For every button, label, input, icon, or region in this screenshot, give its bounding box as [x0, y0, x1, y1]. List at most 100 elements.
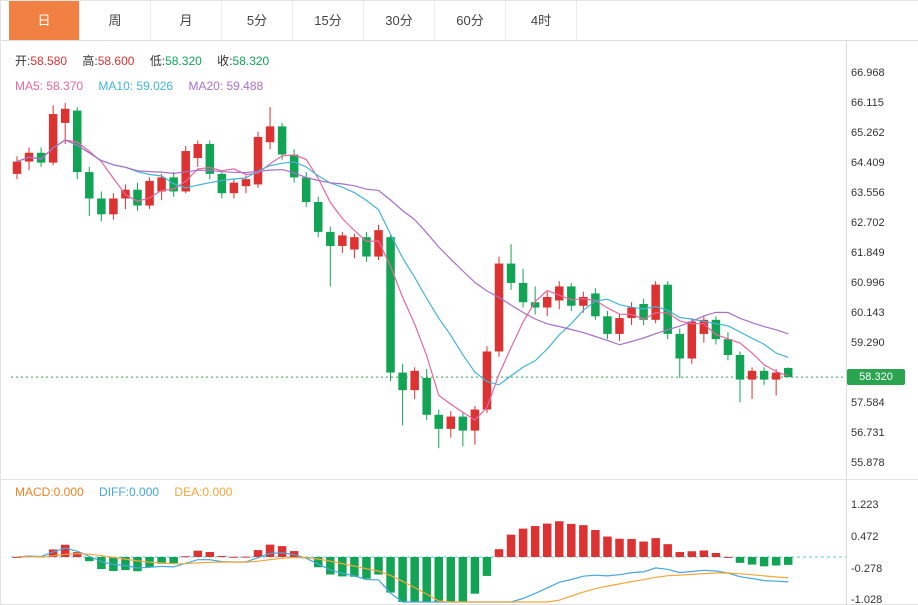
price-axis-label: 59.290	[851, 337, 885, 350]
tab-月[interactable]: 月	[151, 1, 222, 40]
macd-legend: MACD:0.000 DIFF:0.000 DEA:0.000	[15, 485, 244, 499]
price-axis: 66.968 66.115 65.262 64.409 63.556 62.702 61.8…	[847, 1, 918, 604]
tab-周[interactable]: 周	[80, 1, 151, 40]
macd-bar	[627, 538, 636, 557]
tab-30分[interactable]: 30分	[364, 1, 435, 40]
high-readout: 高:58.600	[82, 54, 134, 68]
candle-body	[229, 182, 239, 194]
macd-bar	[458, 557, 468, 602]
ma20-readout: MA20: 59.488	[188, 79, 264, 93]
macd-bar	[85, 557, 94, 562]
tab-4时[interactable]: 4时	[506, 1, 577, 40]
candle-body	[759, 370, 769, 380]
macd-axis-label: -0.278	[851, 562, 883, 575]
macd-bar	[663, 544, 672, 557]
candle-body	[36, 152, 46, 163]
price-axis-label: 57.584	[851, 397, 885, 410]
diff-line	[16, 547, 789, 603]
price-axis-label: 63.556	[851, 187, 885, 199]
ma10-readout: MA10: 59.026	[98, 79, 174, 93]
macd-bar	[434, 557, 443, 602]
candle-body	[579, 296, 588, 306]
candle-body	[133, 189, 142, 206]
candle-body	[386, 237, 395, 373]
candle-body	[181, 151, 190, 192]
candle-body	[422, 377, 431, 415]
macd-bar	[253, 550, 263, 557]
candle-body	[398, 372, 407, 391]
candle-body	[314, 202, 323, 232]
macd-bar	[398, 557, 407, 602]
high-label: 高:	[82, 54, 98, 68]
candle-body	[157, 177, 166, 192]
candle-body	[603, 316, 612, 334]
macd-bar	[326, 557, 335, 575]
price-axis-label: 55.878	[851, 457, 885, 470]
price-axis-label: 56.731	[851, 427, 885, 440]
macd-axis-label: 0.472	[851, 531, 879, 544]
ma5-readout: MA5: 58.370	[15, 79, 84, 93]
panel-divider-line	[1, 479, 918, 480]
dea-readout: DEA:0.000	[174, 485, 233, 499]
price-axis-label: 64.409	[851, 157, 885, 169]
macd-bar	[591, 529, 600, 557]
candle-body	[542, 296, 552, 308]
candle-body	[482, 351, 492, 410]
candle-body	[530, 302, 540, 308]
candle-body	[615, 318, 624, 334]
macd-bar	[615, 538, 624, 557]
current-price-badge: 58.320	[847, 369, 905, 386]
candle-body	[699, 319, 709, 334]
candle-body	[289, 154, 299, 178]
macd-bar	[97, 557, 106, 570]
macd-axis-label: -1.028	[851, 594, 883, 605]
ma20-line	[16, 139, 789, 346]
candle-body	[217, 173, 227, 194]
price-axis-label: 66.968	[851, 67, 885, 79]
candle-body	[663, 284, 672, 334]
candle-body	[145, 180, 154, 206]
candle-body	[410, 370, 419, 391]
macd-bar	[470, 557, 480, 594]
high-value: 58.600	[97, 54, 135, 68]
macd-bar	[422, 557, 431, 602]
close-readout: 收:58.320	[217, 54, 269, 68]
tab-5分[interactable]: 5分	[222, 1, 293, 40]
macd-bar	[446, 557, 456, 602]
candle-body	[771, 372, 781, 380]
tab-15分[interactable]: 15分	[293, 1, 364, 40]
candle-body	[265, 126, 275, 143]
candle-body	[735, 354, 745, 380]
candle-body	[747, 370, 757, 380]
candle-body	[73, 110, 82, 173]
candle-body	[639, 303, 648, 320]
candle-body	[326, 231, 335, 246]
macd-bar	[482, 557, 492, 576]
candle-body	[591, 293, 600, 317]
low-readout: 低:58.320	[150, 54, 202, 68]
close-label: 收:	[217, 54, 233, 68]
macd-bar	[687, 551, 697, 557]
tab-日[interactable]: 日	[9, 1, 80, 40]
macd-bar	[217, 555, 227, 557]
candle-body	[301, 177, 311, 203]
macd-bar	[73, 552, 82, 557]
ma10-line	[16, 139, 789, 386]
candle-body	[458, 416, 468, 431]
ma5-line	[16, 139, 789, 421]
candle-body	[277, 126, 287, 155]
macd-bar	[350, 557, 359, 577]
candle-body	[651, 284, 660, 320]
price-axis-label: 65.262	[851, 127, 885, 139]
macd-bar	[181, 556, 190, 558]
open-label: 开:	[15, 54, 31, 68]
dea-line	[16, 553, 789, 603]
candle-body	[374, 230, 383, 257]
candle-body	[494, 263, 504, 352]
tab-60分[interactable]: 60分	[435, 1, 506, 40]
axis-divider-line	[846, 41, 847, 604]
macd-bar	[241, 556, 251, 558]
macd-bar	[506, 534, 516, 557]
macd-bar	[579, 525, 588, 557]
